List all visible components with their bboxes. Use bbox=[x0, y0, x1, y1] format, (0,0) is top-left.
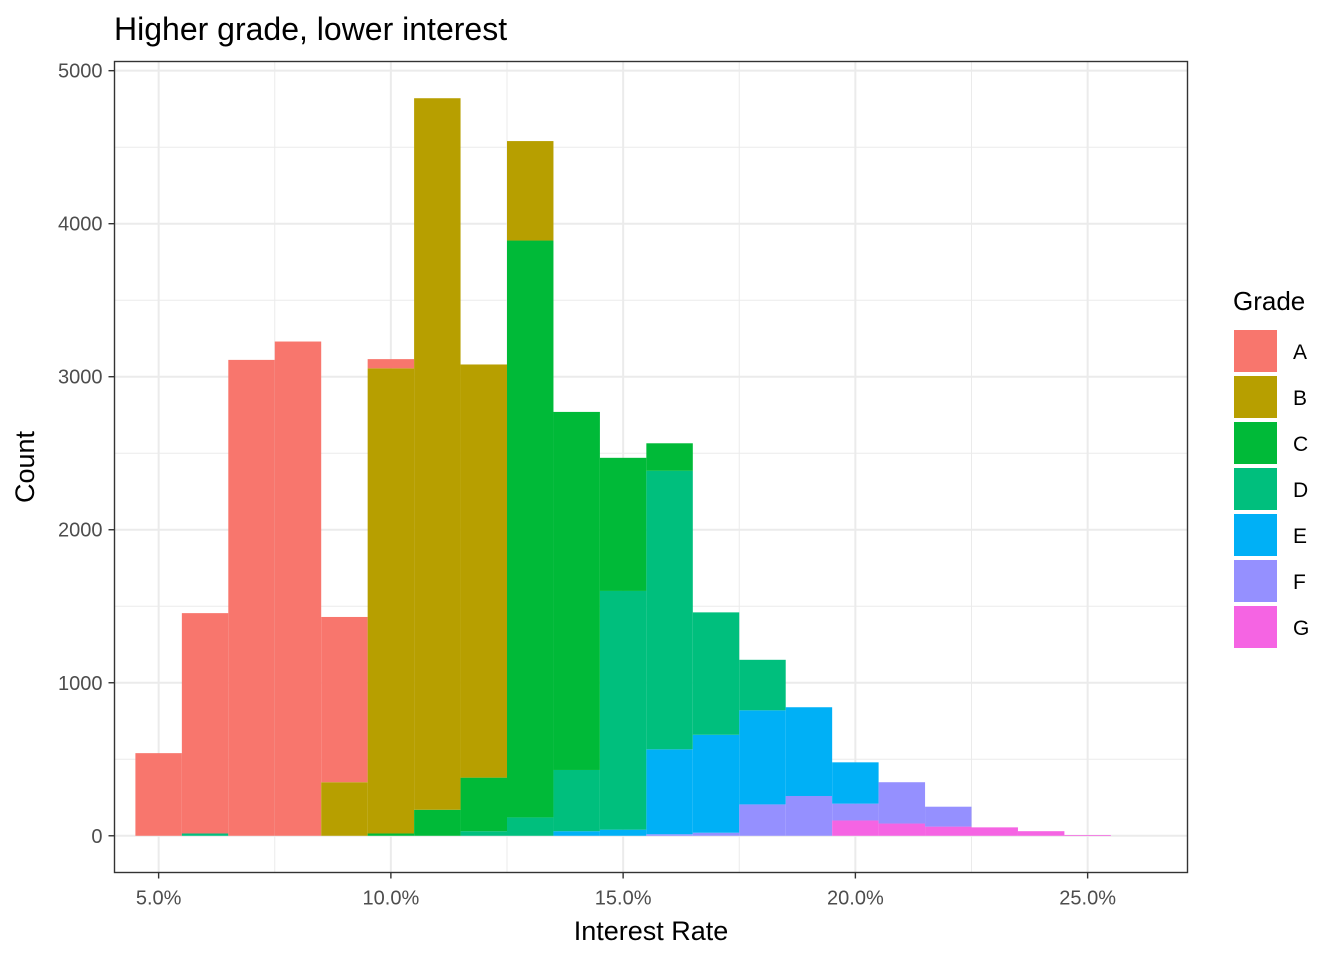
bar-f bbox=[739, 804, 786, 836]
bar-e bbox=[785, 707, 833, 796]
bar-g bbox=[971, 827, 1018, 836]
bar-c bbox=[646, 443, 693, 471]
legend-key-g bbox=[1234, 606, 1277, 648]
x-tick-label: 15.0% bbox=[595, 888, 652, 910]
bar-f bbox=[878, 782, 926, 824]
bar-d bbox=[646, 470, 693, 750]
x-axis: 5.0% 10.0% 15.0% 20.0% 25.0% bbox=[136, 872, 1116, 910]
bar-f bbox=[925, 806, 972, 827]
bar-a bbox=[321, 616, 368, 783]
bar-b bbox=[507, 141, 554, 241]
plot-border bbox=[113, 60, 1189, 874]
bar-e bbox=[832, 762, 879, 804]
bar-c bbox=[553, 411, 600, 770]
bar-c bbox=[599, 457, 647, 591]
x-tick-label: 10.0% bbox=[363, 888, 420, 910]
bar-d bbox=[460, 831, 508, 836]
legend-label-g: G bbox=[1293, 617, 1309, 640]
legend-title: Grade bbox=[1233, 286, 1305, 316]
bar-a bbox=[135, 753, 182, 836]
bar-g bbox=[878, 823, 926, 836]
legend-label-f: F bbox=[1293, 571, 1306, 594]
y-tick-label: 3000 bbox=[58, 367, 103, 389]
bar-g bbox=[832, 820, 879, 836]
bar-e bbox=[553, 831, 600, 836]
bar-c bbox=[414, 809, 461, 836]
bar-e bbox=[692, 734, 740, 833]
bar-c bbox=[460, 777, 508, 832]
bar-e bbox=[646, 749, 693, 835]
bar-a bbox=[367, 359, 415, 369]
y-tick-label: 5000 bbox=[58, 61, 103, 83]
legend-label-d: D bbox=[1293, 479, 1308, 502]
x-tick-label: 20.0% bbox=[827, 888, 884, 910]
y-tick-label: 4000 bbox=[58, 214, 103, 236]
bar-e bbox=[599, 829, 647, 836]
legend-label-b: B bbox=[1293, 387, 1307, 410]
bar-g bbox=[1064, 835, 1111, 836]
bar-e bbox=[739, 710, 786, 805]
legend-label-e: E bbox=[1293, 525, 1307, 548]
bar-c bbox=[507, 240, 554, 818]
y-axis-title: Count bbox=[10, 430, 40, 503]
bar-g bbox=[925, 826, 972, 836]
bar-d bbox=[599, 590, 647, 830]
bar-d bbox=[692, 612, 740, 735]
bar-d bbox=[507, 817, 554, 836]
x-tick-label: 5.0% bbox=[136, 888, 182, 910]
legend-key-e bbox=[1234, 514, 1277, 556]
bar-f bbox=[646, 834, 693, 836]
bar-g bbox=[1017, 831, 1065, 836]
bar-b bbox=[460, 364, 508, 778]
bar-a bbox=[181, 613, 229, 834]
legend-key-c bbox=[1234, 422, 1277, 464]
bar-f bbox=[832, 803, 879, 821]
chart-title: Higher grade, lower interest bbox=[114, 11, 507, 47]
bar-c bbox=[367, 833, 415, 836]
legend-key-b bbox=[1234, 376, 1277, 418]
bars bbox=[135, 98, 1111, 836]
bar-a bbox=[228, 359, 275, 836]
y-axis: 0 1000 2000 3000 4000 5000 bbox=[58, 61, 115, 848]
bar-b bbox=[321, 782, 368, 836]
y-tick-label: 0 bbox=[91, 826, 102, 848]
bar-a bbox=[274, 341, 322, 836]
legend-key-a bbox=[1234, 330, 1277, 372]
x-tick-label: 25.0% bbox=[1059, 888, 1116, 910]
y-tick-label: 2000 bbox=[58, 520, 103, 542]
bar-b bbox=[414, 98, 461, 810]
bar-d bbox=[553, 769, 600, 832]
legend-key-f bbox=[1234, 560, 1277, 602]
legend-label-a: A bbox=[1293, 341, 1307, 364]
plot-panel bbox=[113, 60, 1189, 874]
bar-b bbox=[367, 368, 415, 834]
bar-f bbox=[692, 832, 740, 836]
legend-key-d bbox=[1234, 468, 1277, 510]
bar-d bbox=[181, 833, 229, 836]
bar-f bbox=[785, 795, 833, 836]
y-tick-label: 1000 bbox=[58, 673, 103, 695]
bar-d bbox=[739, 659, 786, 711]
x-axis-title: Interest Rate bbox=[574, 916, 729, 946]
legend-label-c: C bbox=[1293, 433, 1308, 456]
